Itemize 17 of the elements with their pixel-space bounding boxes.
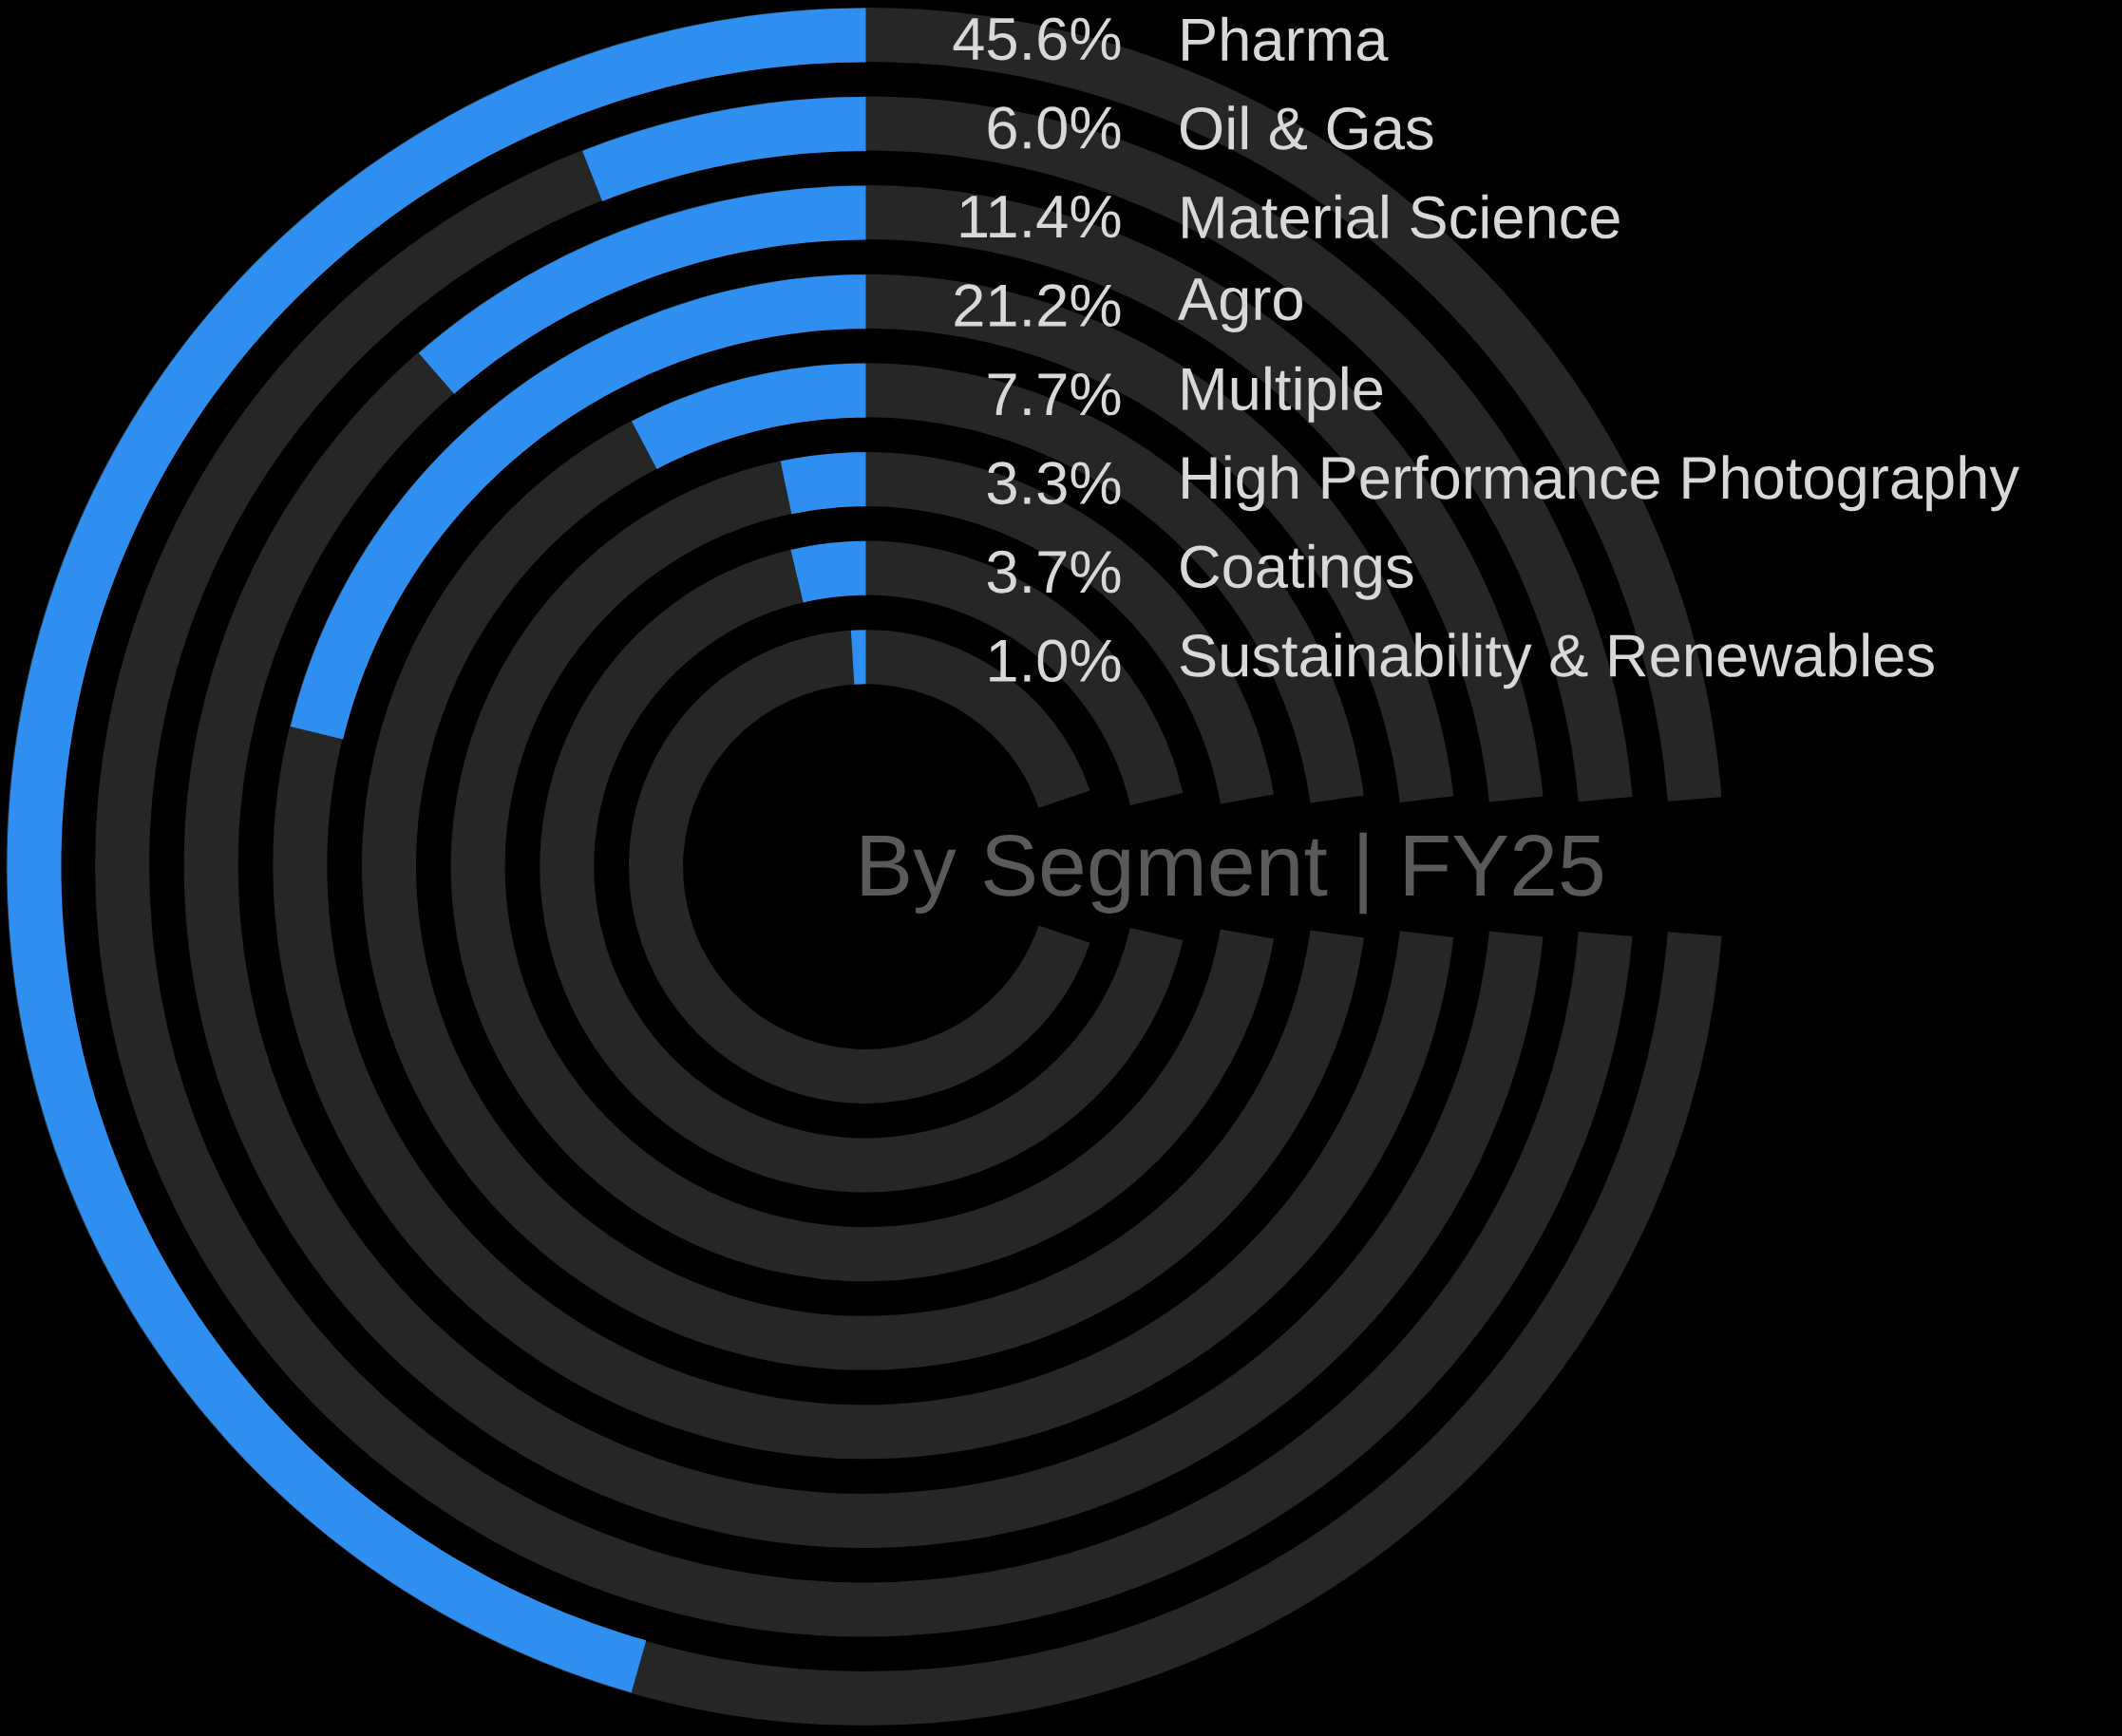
category-label: Agro: [1178, 278, 1302, 332]
text: By Segment | FY25: [862, 832, 1602, 915]
category-label: Coatings: [1181, 543, 1413, 600]
category-label: Pharma: [1183, 16, 1389, 62]
category-label: Multiple: [1183, 366, 1383, 423]
data-label: 7.7%: [988, 373, 1121, 416]
category-label: Oil & Gas: [1180, 105, 1433, 150]
data-label: 3.3%: [987, 462, 1121, 505]
data-label: 45.6%: [953, 17, 1121, 61]
data-label: 1.0%: [990, 639, 1121, 683]
data-label: 3.7%: [987, 550, 1121, 594]
category-label: Material Science: [1183, 194, 1620, 239]
data-label: 6.0%: [988, 106, 1121, 149]
data-label: 21.2%: [955, 284, 1121, 327]
data-label: 11.4%: [960, 195, 1121, 238]
category-label: High Performance Photography: [1183, 455, 2019, 512]
category-label: Sustainability & Renewables: [1180, 632, 1934, 689]
